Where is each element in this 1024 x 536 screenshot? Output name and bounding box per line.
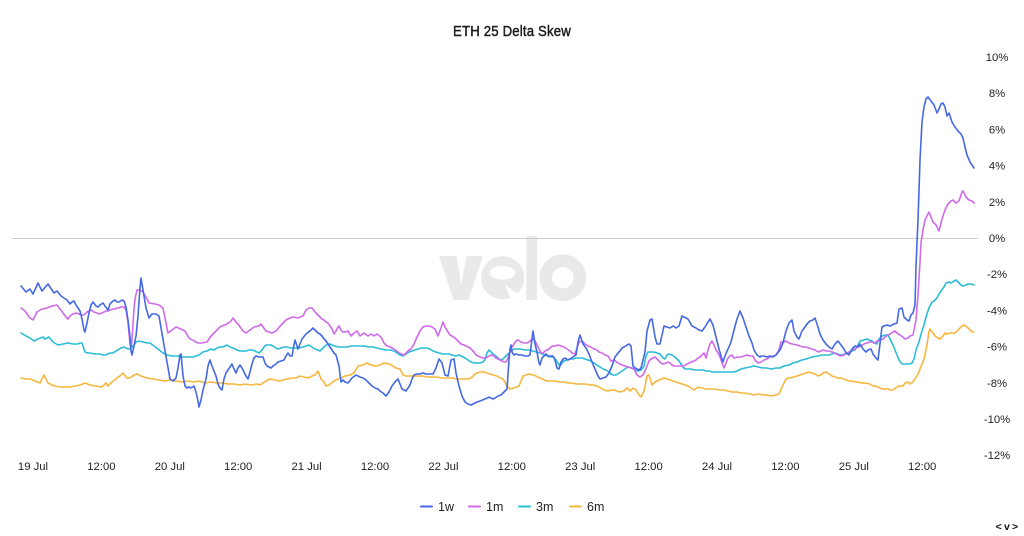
svg-text:23 Jul: 23 Jul bbox=[565, 461, 595, 473]
svg-text:25 Jul: 25 Jul bbox=[839, 461, 869, 473]
svg-text:1m: 1m bbox=[486, 500, 503, 514]
svg-text:1w: 1w bbox=[438, 500, 455, 514]
svg-text:12:00: 12:00 bbox=[361, 461, 389, 473]
svg-text:-12%: -12% bbox=[984, 450, 1010, 462]
svg-text:-6%: -6% bbox=[987, 342, 1007, 354]
svg-text:-10%: -10% bbox=[984, 414, 1010, 426]
svg-text:<v>: <v> bbox=[996, 521, 1021, 533]
svg-text:12:00: 12:00 bbox=[498, 461, 526, 473]
svg-text:19 Jul: 19 Jul bbox=[18, 461, 48, 473]
svg-text:24 Jul: 24 Jul bbox=[702, 461, 732, 473]
svg-text:12:00: 12:00 bbox=[771, 461, 799, 473]
svg-text:0%: 0% bbox=[989, 233, 1005, 245]
svg-text:12:00: 12:00 bbox=[634, 461, 662, 473]
svg-text:10%: 10% bbox=[986, 52, 1009, 64]
svg-text:12:00: 12:00 bbox=[224, 461, 252, 473]
svg-text:12:00: 12:00 bbox=[87, 461, 115, 473]
svg-text:6m: 6m bbox=[587, 500, 604, 514]
svg-text:21 Jul: 21 Jul bbox=[292, 461, 322, 473]
svg-text:ETH 25 Delta Skew: ETH 25 Delta Skew bbox=[453, 23, 571, 40]
svg-text:-4%: -4% bbox=[987, 305, 1007, 317]
svg-text:8%: 8% bbox=[989, 88, 1005, 100]
svg-text:12:00: 12:00 bbox=[908, 461, 936, 473]
svg-text:22 Jul: 22 Jul bbox=[428, 461, 458, 473]
svg-text:6%: 6% bbox=[989, 124, 1005, 136]
svg-text:4%: 4% bbox=[989, 161, 1005, 173]
svg-text:-2%: -2% bbox=[987, 269, 1007, 281]
svg-text:-8%: -8% bbox=[987, 378, 1007, 390]
svg-text:20 Jul: 20 Jul bbox=[155, 461, 185, 473]
svg-text:3m: 3m bbox=[536, 500, 553, 514]
svg-text:2%: 2% bbox=[989, 197, 1005, 209]
